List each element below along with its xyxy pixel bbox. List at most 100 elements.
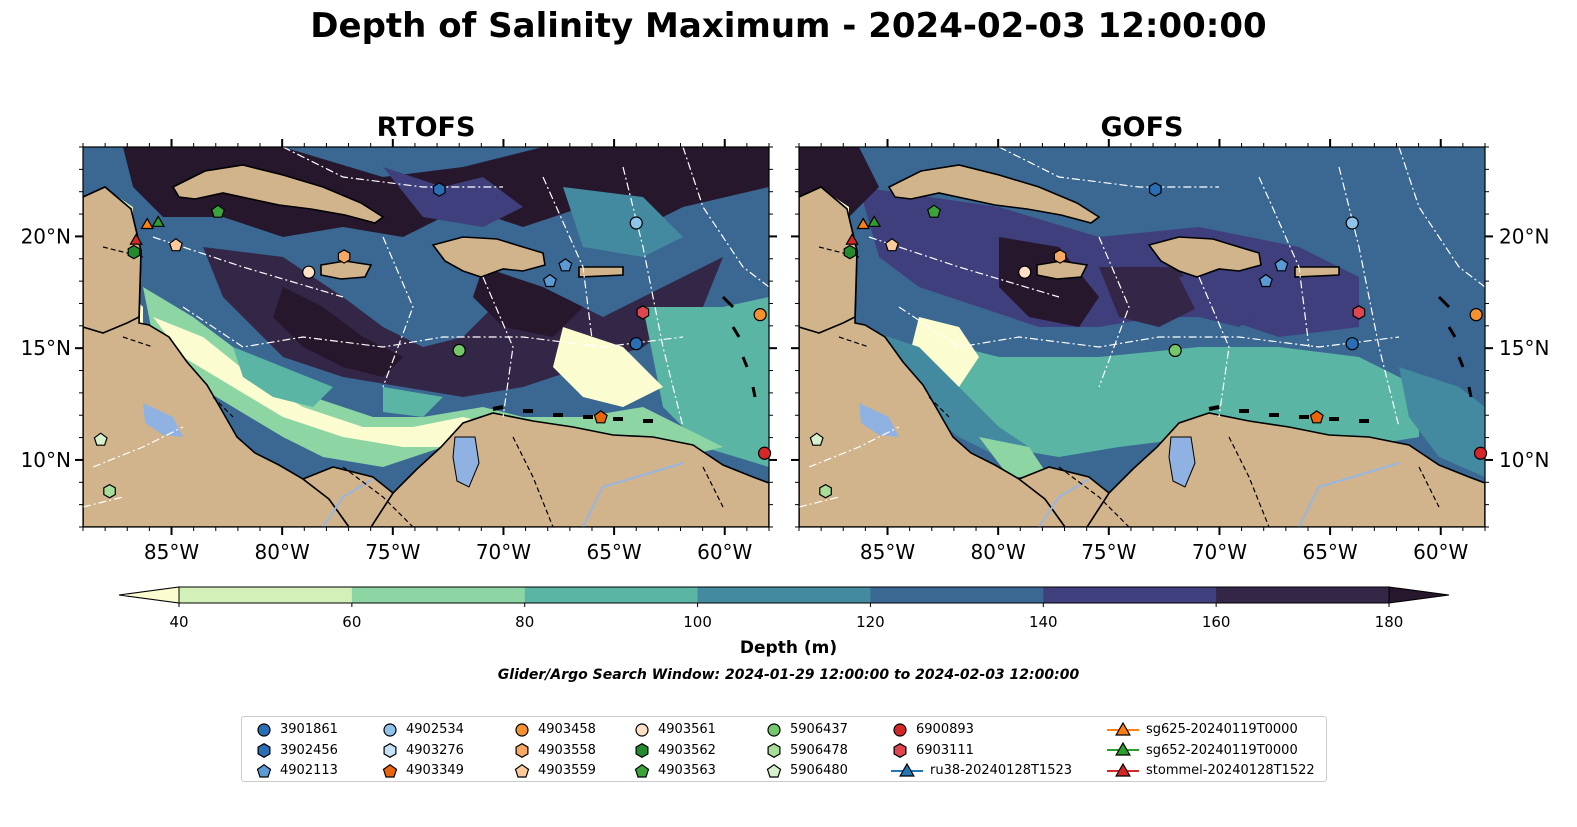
obs-marker-sg625-20240119T0000 — [856, 217, 870, 230]
legend-label: ru38-20240128T1523 — [930, 763, 1073, 778]
obs-marker-4903349 — [1309, 410, 1324, 424]
legend-symbol-icon — [515, 743, 529, 758]
legend-symbol-icon — [635, 743, 649, 758]
obs-marker-4903559 — [884, 238, 899, 252]
y-tick-label: 20°N — [21, 224, 71, 248]
legend-symbol-icon — [257, 722, 271, 737]
legend-item: 5906437 — [764, 720, 848, 740]
colorbar: 40 60 80 100 120 140 160 180 — [118, 586, 1450, 631]
obs-marker-4902113 — [542, 273, 557, 288]
x-tick-label: 70°W — [1192, 540, 1247, 564]
legend-symbol-icon — [893, 743, 907, 758]
y-tick-label: 15°N — [21, 336, 71, 360]
x-tick-label: 85°W — [144, 540, 199, 564]
obs-marker-4903561 — [1018, 265, 1032, 279]
x-tick-label: 60°W — [697, 540, 752, 564]
obs-marker-6900893 — [757, 446, 772, 460]
x-tick-label: 80°W — [255, 540, 310, 564]
map-title-gofs: GOFS — [1100, 112, 1184, 143]
y-tick-label: 15°N — [1499, 336, 1549, 360]
obs-marker-stommel-20240128T1522 — [845, 233, 859, 245]
obs-marker-4903458 — [753, 308, 767, 322]
obs-marker-4903562 — [127, 244, 141, 260]
x-tick-label: 75°W — [1081, 540, 1136, 564]
colorbar-tick-label: 160 — [1202, 613, 1231, 631]
obs-marker-5906480 — [93, 432, 108, 446]
colorbar-tick-label: 140 — [1029, 613, 1058, 631]
legend-item: 4903276 — [380, 741, 464, 761]
legend-label: 6903111 — [916, 742, 974, 758]
legend-label: 4903561 — [658, 722, 716, 737]
legend-label: 3901861 — [280, 722, 338, 737]
legend-label: 4903559 — [538, 763, 596, 778]
search-window-text: Glider/Argo Search Window: 2024-01-29 12… — [497, 667, 1080, 683]
obs-marker-3902456 — [433, 182, 446, 197]
legend-item: 6900893 — [890, 720, 974, 740]
legend-symbol-icon — [382, 763, 398, 778]
legend-symbol-icon — [257, 743, 271, 758]
legend-label: 4902534 — [406, 722, 464, 737]
x-tick-label: 65°W — [1302, 540, 1357, 564]
x-tick-label: 60°W — [1413, 540, 1468, 564]
legend-label: 4903558 — [538, 742, 596, 758]
obs-marker-sg652-20240119T0000 — [867, 215, 882, 227]
map-panel-gofs — [799, 147, 1485, 527]
obs-marker-4902113 — [1274, 258, 1289, 272]
legend-symbol-icon — [767, 722, 781, 737]
legend-item: 4902113 — [254, 761, 338, 781]
legend-label: 4903276 — [406, 742, 464, 758]
obs-marker-6903111 — [1352, 305, 1366, 320]
figure-title: Depth of Salinity Maximum - 2024-02-03 1… — [310, 6, 1267, 46]
x-tick-label: 70°W — [476, 540, 531, 564]
obs-marker-4903563 — [926, 204, 942, 218]
legend-symbol-icon — [383, 722, 397, 737]
y-tick-label: 10°N — [21, 448, 71, 472]
obs-marker-3902456 — [1148, 182, 1162, 197]
legend-label: 4903562 — [658, 742, 716, 758]
legend-label: sg625-20240119T0000 — [1146, 722, 1298, 737]
legend-item: 4903561 — [632, 720, 716, 740]
legend-label: sg652-20240119T0000 — [1146, 742, 1298, 758]
legend-symbol-icon — [891, 762, 923, 777]
legend-symbol-icon — [634, 763, 650, 778]
x-tick-label: 80°W — [971, 540, 1026, 564]
obs-marker-5906437 — [1168, 343, 1182, 358]
obs-marker-4902113 — [1258, 273, 1273, 288]
x-tick-label: 75°W — [365, 540, 420, 564]
obs-marker-6900893 — [1473, 446, 1488, 460]
legend-item: sg652-20240119T0000 — [1106, 741, 1298, 761]
obs-marker-3901861 — [1345, 337, 1359, 351]
obs-marker-5906478 — [103, 483, 116, 499]
legend-label: 4903563 — [658, 763, 716, 778]
x-tick-label: 65°W — [586, 540, 641, 564]
legend-item: 4903563 — [632, 761, 716, 781]
colorbar-tick-label: 60 — [342, 613, 361, 631]
legend-item: 4902534 — [380, 720, 464, 740]
obs-marker-4903558 — [337, 249, 351, 264]
map-panel-rtofs — [83, 147, 769, 527]
legend-label: stommel-20240128T1522 — [1146, 763, 1315, 778]
obs-marker-sg625-20240119T0000 — [140, 217, 154, 230]
colorbar-tick-label: 80 — [515, 613, 534, 631]
legend-label: 3902456 — [280, 742, 338, 758]
legend-item: 4903559 — [512, 761, 596, 781]
legend-label: 4902113 — [280, 763, 338, 778]
obs-marker-4903559 — [168, 238, 183, 252]
legend-item: stommel-20240128T1522 — [1106, 761, 1315, 781]
obs-marker-4903563 — [210, 204, 226, 218]
obs-marker-3901861 — [629, 337, 643, 351]
obs-marker-4903349 — [593, 410, 608, 424]
colorbar-tick-label: 40 — [169, 613, 188, 631]
legend-item: 5906478 — [764, 741, 848, 761]
obs-marker-4902534 — [629, 216, 643, 230]
legend-label: 5906480 — [790, 763, 848, 778]
legend-item: ru38-20240128T1523 — [890, 761, 1072, 781]
legend-item: 5906480 — [764, 761, 848, 781]
legend-symbol-icon — [514, 763, 530, 778]
y-tick-label: 20°N — [1499, 224, 1549, 248]
legend-item: 4903458 — [512, 720, 596, 740]
legend-symbol-icon — [893, 722, 907, 737]
obs-marker-4903562 — [843, 244, 857, 260]
legend-item: 4903562 — [632, 741, 716, 761]
